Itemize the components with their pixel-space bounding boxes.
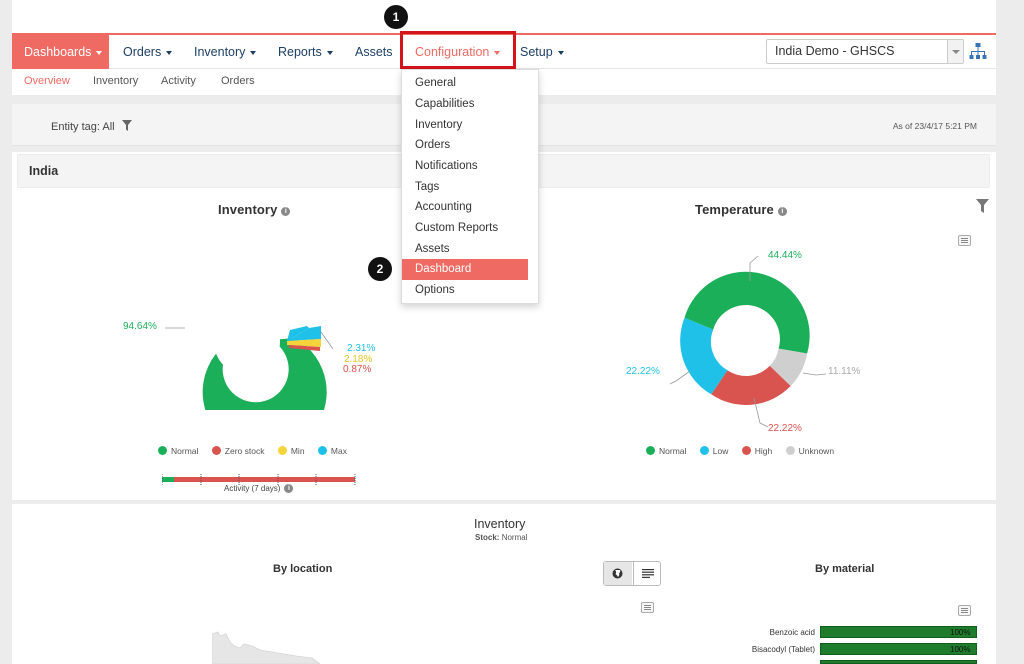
separator [12, 500, 996, 504]
subtab-activity[interactable]: Activity [161, 75, 196, 87]
filter-icon[interactable] [121, 120, 132, 131]
temperature-chart-title: Temperature i [695, 202, 787, 217]
menu-item-assets[interactable]: Assets [415, 243, 450, 255]
legend-zero-stock[interactable]: Zero stock [211, 446, 264, 456]
chart-menu-icon[interactable] [958, 605, 971, 616]
view-toggle [603, 561, 661, 586]
min-slice[interactable] [287, 339, 321, 347]
zero-percent-label: 0.87% [343, 364, 372, 375]
chevron-down-icon[interactable] [947, 40, 963, 63]
temp-high-slice[interactable] [711, 365, 791, 405]
hierarchy-icon[interactable] [969, 42, 987, 60]
map-view-button[interactable] [604, 562, 632, 585]
material-bar[interactable] [820, 660, 977, 664]
right-margin [996, 0, 1024, 664]
material-label: Bisacodyl (Tablet) [751, 645, 815, 654]
legend-high[interactable]: High [741, 446, 772, 456]
nav-orders[interactable]: Orders [123, 35, 173, 69]
nav-dashboards[interactable]: Dashboards [12, 35, 109, 69]
material-bar[interactable] [820, 626, 977, 638]
temperature-donut-chart [669, 255, 827, 428]
subtab-inventory[interactable]: Inventory [93, 75, 139, 87]
chart-menu-icon[interactable] [958, 235, 971, 246]
temp-low-percent: 22.22% [626, 366, 660, 377]
inventory-donut-chart [165, 309, 334, 410]
info-icon[interactable]: i [777, 207, 787, 216]
configuration-menu: General Capabilities Inventory Orders No… [401, 69, 539, 304]
subtab-orders[interactable]: Orders [221, 75, 255, 87]
nav-reports[interactable]: Reports [278, 35, 333, 69]
max-slice[interactable] [287, 326, 321, 341]
top-spacer [12, 0, 996, 33]
temp-high-percent: 22.22% [768, 423, 802, 434]
temperature-legend: Normal Low High Unknown [646, 446, 845, 456]
menu-item-tags[interactable]: Tags [415, 181, 440, 193]
inventory-section-title: Inventory [474, 517, 526, 531]
material-value: 100% [950, 628, 971, 637]
menu-item-notifications[interactable]: Notifications [415, 160, 478, 172]
entity-tag-filter[interactable]: Entity tag: All [51, 120, 132, 133]
menu-item-orders[interactable]: Orders [415, 139, 451, 151]
step-2-badge: 2 [368, 257, 392, 281]
menu-item-options[interactable]: Options [415, 284, 455, 296]
activity-label: Activity (7 days) i [224, 484, 294, 493]
nav-inventory[interactable]: Inventory [194, 35, 257, 69]
chart-menu-icon[interactable] [641, 602, 654, 613]
inventory-legend: Normal Zero stock Min Max [158, 446, 358, 456]
activity-progress-bar [162, 474, 356, 486]
legend-normal[interactable]: Normal [646, 446, 686, 456]
menu-item-custom-reports[interactable]: Custom Reports [415, 222, 499, 234]
temp-unknown-slice[interactable] [769, 348, 808, 386]
temp-normal-slice[interactable] [684, 271, 810, 354]
temp-normal-percent: 44.44% [768, 250, 802, 261]
nav-assets[interactable]: Assets [355, 45, 393, 59]
filter-icon[interactable] [976, 199, 989, 213]
legend-min[interactable]: Min [277, 446, 305, 456]
inventory-chart-title: Inventory i [218, 202, 291, 217]
legend-low[interactable]: Low [699, 446, 728, 456]
material-label: Benzoic acid [769, 628, 815, 637]
entity-tag-value: All [102, 121, 115, 133]
menu-item-accounting[interactable]: Accounting [415, 201, 472, 213]
legend-max[interactable]: Max [317, 446, 347, 456]
zero-slice[interactable] [289, 345, 320, 351]
step-1-badge: 1 [384, 5, 408, 29]
region-title: India [29, 164, 59, 178]
material-bar[interactable] [820, 643, 977, 655]
legend-normal[interactable]: Normal [158, 446, 198, 456]
left-margin [0, 0, 12, 664]
min-percent-label: 2.18% [344, 354, 373, 365]
temp-low-slice[interactable] [680, 317, 728, 395]
entity-tag-label: Entity tag: [51, 121, 100, 133]
legend-unknown[interactable]: Unknown [785, 446, 834, 456]
normal-slice[interactable] [202, 334, 327, 410]
list-view-button[interactable] [633, 562, 661, 585]
as-of-timestamp: As of 23/4/17 5:21 PM [892, 121, 977, 131]
normal-percent-label: 94.64% [123, 321, 157, 332]
location-map[interactable] [212, 622, 322, 664]
temp-unknown-percent: 11.11% [828, 366, 861, 377]
material-value: 100% [950, 645, 971, 654]
by-location-title: By location [273, 563, 333, 575]
org-select[interactable]: India Demo - GHSCS [766, 39, 964, 64]
by-material-title: By material [815, 563, 875, 575]
info-icon[interactable]: i [284, 484, 294, 493]
menu-item-inventory[interactable]: Inventory [415, 119, 463, 131]
list-icon [642, 569, 654, 578]
inventory-section-subtitle: Stock: Normal [475, 533, 528, 542]
nav-configuration[interactable]: Configuration [415, 35, 501, 69]
subtab-overview[interactable]: Overview [24, 75, 70, 87]
menu-item-capabilities[interactable]: Capabilities [415, 98, 475, 110]
globe-icon [612, 568, 623, 579]
org-select-value: India Demo - GHSCS [775, 44, 895, 58]
menu-item-dashboard[interactable]: Dashboard [402, 259, 528, 280]
menu-item-general[interactable]: General [415, 77, 456, 89]
nav-setup[interactable]: Setup [520, 35, 564, 69]
info-icon[interactable]: i [281, 207, 291, 216]
max-percent-label: 2.31% [347, 343, 376, 354]
